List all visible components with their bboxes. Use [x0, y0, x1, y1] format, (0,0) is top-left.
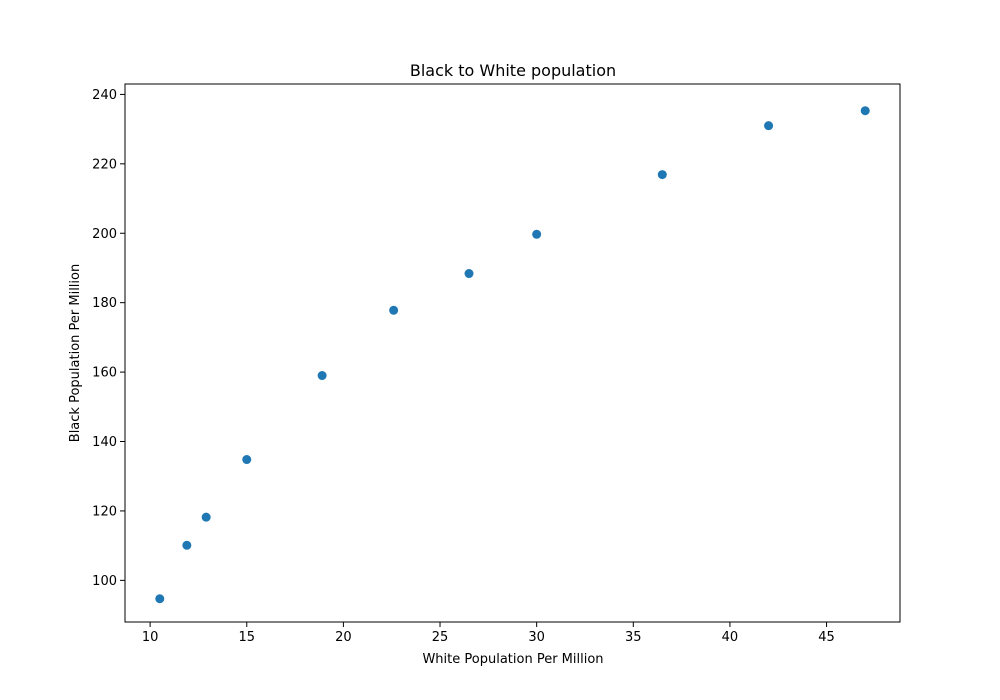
x-tick-label: 30	[528, 630, 545, 645]
x-axis: 10 15 20 25 30 35 40 45	[142, 622, 835, 645]
y-tick-label: 100	[92, 574, 117, 589]
y-tick-label: 160	[92, 366, 117, 381]
y-tick-label: 120	[92, 504, 117, 519]
x-tick-label: 15	[238, 630, 255, 645]
x-tick-label: 10	[142, 630, 159, 645]
x-tick-label: 35	[625, 630, 642, 645]
plot-frame	[124, 83, 901, 623]
y-tick-label: 180	[92, 296, 117, 311]
x-axis-label: White Population Per Million	[422, 652, 603, 667]
data-point	[242, 455, 252, 465]
data-point	[532, 229, 542, 239]
data-point	[201, 512, 211, 522]
data-point	[389, 305, 399, 315]
y-tick-label: 200	[92, 227, 117, 242]
y-tick-label: 240	[92, 88, 117, 103]
data-point	[464, 269, 474, 279]
x-tick-label: 20	[335, 630, 352, 645]
x-tick-label: 45	[818, 630, 835, 645]
x-tick-label: 25	[432, 630, 449, 645]
y-axis-label: Black Population Per Million	[68, 264, 83, 442]
data-point	[155, 594, 165, 604]
plot-area	[155, 106, 870, 604]
data-point	[860, 106, 870, 116]
data-point	[317, 371, 327, 381]
x-tick-label: 40	[722, 630, 739, 645]
data-point	[764, 121, 774, 131]
y-axis: 100 120 140 160 180 200 220 240	[92, 88, 125, 589]
data-point	[657, 170, 667, 180]
chart-title: Black to White population	[410, 61, 616, 80]
y-tick-label: 220	[92, 157, 117, 172]
y-tick-label: 140	[92, 435, 117, 450]
data-point	[182, 540, 192, 550]
